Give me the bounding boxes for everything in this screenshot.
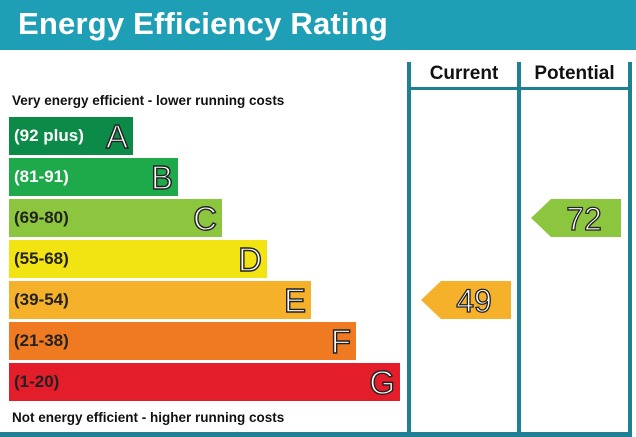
band-letter: G	[369, 363, 396, 401]
caption-top: Very energy efficient - lower running co…	[12, 93, 285, 108]
band-range-label: (39-54)	[14, 290, 69, 309]
frame-line-middle	[517, 62, 521, 437]
band-range-label: (92 plus)	[14, 126, 84, 145]
arrow-shape	[421, 281, 511, 319]
band-letter: A	[105, 117, 128, 155]
band-range-label: (55-68)	[14, 249, 69, 268]
band-range-label: (1-20)	[14, 372, 60, 391]
frame-line-header-bottom	[407, 87, 632, 90]
band-g: (1-20) G	[9, 363, 400, 402]
frame-line-left	[407, 62, 411, 437]
frame-line-bottom	[0, 432, 632, 437]
arrow-fill	[531, 199, 621, 237]
arrow-shape	[531, 199, 621, 237]
band-a: (92 plus) A	[9, 117, 133, 156]
band-c: (69-80) C	[9, 199, 222, 238]
header-bar: Energy Efficiency Rating	[0, 0, 636, 50]
band-f: (21-38) F	[9, 322, 356, 361]
arrow-value: 72	[566, 200, 603, 237]
column-header-potential: Potential	[534, 63, 615, 84]
band-range-label: (81-91)	[14, 167, 69, 186]
band-b: (81-91) B	[9, 158, 178, 197]
caption-bottom: Not energy efficient - higher running co…	[12, 410, 285, 425]
arrow-fill	[421, 281, 511, 319]
band-letter: C	[192, 199, 217, 237]
arrow-current: 49	[421, 281, 511, 320]
band-e: (39-54) E	[9, 281, 311, 320]
band-range-label: (21-38)	[14, 331, 69, 350]
arrow-potential: 72	[531, 199, 621, 238]
band-letter: F	[330, 322, 352, 360]
column-header-current: Current	[429, 63, 499, 84]
band-letter: B	[150, 158, 173, 196]
band-letter: D	[237, 240, 262, 278]
arrow-value: 49	[456, 282, 493, 319]
band-letter: E	[283, 281, 306, 319]
band-d: (55-68) D	[9, 240, 267, 279]
band-range-label: (69-80)	[14, 208, 69, 227]
frame-line-right	[628, 62, 632, 437]
chart-title: Energy Efficiency Rating	[18, 6, 389, 41]
